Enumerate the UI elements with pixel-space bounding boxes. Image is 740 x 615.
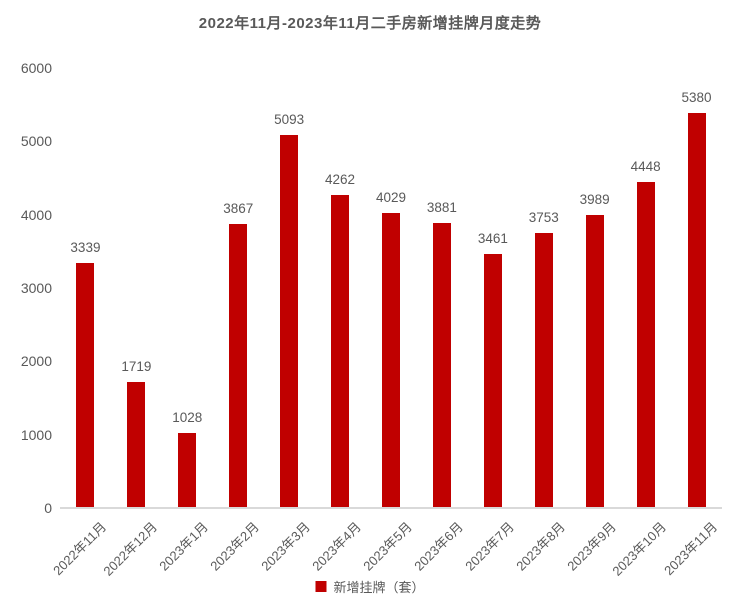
bar-value-label: 3339: [70, 240, 101, 255]
bar-value-label: 1028: [172, 410, 203, 425]
y-axis-tick-label: 1000: [20, 426, 52, 443]
x-axis-tick-label: 2022年11月: [50, 519, 110, 579]
y-axis-tick-label: 0: [44, 500, 52, 516]
x-axis-tick-label: 2022年12月: [100, 519, 161, 579]
x-axis-tick-label: 2023年7月: [462, 519, 517, 574]
bar: [534, 233, 553, 508]
chart-title: 2022年11月-2023年11月二手房新增挂牌月度走势: [198, 15, 542, 32]
bar-value-label: 3753: [528, 210, 559, 225]
bar-value-label: 4029: [375, 190, 407, 205]
y-axis-tick-label: 2000: [20, 353, 52, 370]
x-axis-tick-label: 2023年1月: [156, 519, 212, 574]
bar: [229, 224, 248, 508]
x-axis-line: [60, 507, 722, 509]
bar: [280, 135, 299, 508]
bar-value-label: 1719: [121, 359, 152, 374]
x-axis-tick-label: 2023年2月: [207, 519, 262, 574]
bar: [585, 215, 604, 508]
y-axis-tick-label: 6000: [20, 60, 52, 76]
legend-label: 新增挂牌（套）: [333, 580, 425, 595]
bar: [178, 433, 197, 508]
y-axis-tick-label: 3000: [20, 280, 52, 296]
y-axis-tick-label: 5000: [20, 133, 52, 150]
bar-value-label: 5093: [274, 112, 305, 127]
x-axis-tick-label: 2023年5月: [360, 519, 415, 574]
bar: [432, 223, 451, 508]
bar: [483, 254, 502, 508]
x-axis-tick-label: 2023年3月: [258, 519, 313, 574]
legend: 新增挂牌（套）: [315, 577, 425, 596]
legend-swatch-icon: [315, 581, 327, 592]
bar-value-label: 3989: [579, 192, 610, 207]
bar-value-label: 4262: [325, 172, 356, 187]
x-axis-tick-label: 2023年4月: [309, 519, 364, 574]
bar: [76, 263, 95, 508]
y-axis-tick-label: 4000: [20, 206, 52, 223]
bar: [331, 195, 350, 508]
x-axis-tick-label: 2023年10月: [609, 519, 670, 579]
bar: [636, 182, 655, 508]
bar: [127, 382, 146, 508]
bar-value-label: 5380: [681, 90, 712, 105]
x-axis-tick-label: 2023年11月: [661, 519, 721, 579]
bar-value-label: 3867: [223, 201, 254, 216]
x-axis-tick-label: 2023年6月: [411, 519, 466, 574]
bar-value-label: 4448: [630, 159, 661, 174]
bar-value-label: 3881: [426, 200, 457, 215]
bar: [687, 113, 706, 508]
bar-value-label: 3461: [477, 231, 508, 246]
x-axis-tick-label: 2023年8月: [512, 519, 568, 574]
bar: [382, 213, 400, 508]
